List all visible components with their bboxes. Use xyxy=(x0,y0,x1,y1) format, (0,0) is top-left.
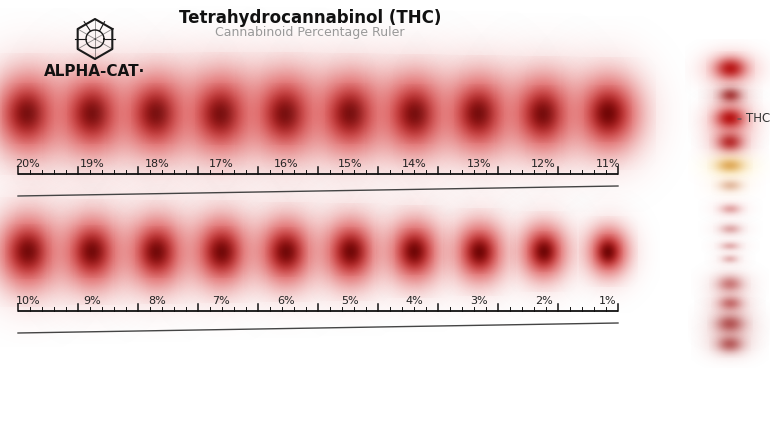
Text: 6%: 6% xyxy=(277,296,295,306)
Text: Cannabinoid Percentage Ruler: Cannabinoid Percentage Ruler xyxy=(216,26,405,39)
Text: 10%: 10% xyxy=(15,296,40,306)
Text: Tetrahydrocannabinol (THC): Tetrahydrocannabinol (THC) xyxy=(179,9,441,27)
Text: 15%: 15% xyxy=(338,159,363,169)
Text: 8%: 8% xyxy=(148,296,166,306)
Text: 5%: 5% xyxy=(341,296,359,306)
Text: THC: THC xyxy=(746,112,770,126)
Text: 14%: 14% xyxy=(402,159,427,169)
Text: 12%: 12% xyxy=(531,159,556,169)
Text: 16%: 16% xyxy=(273,159,298,169)
Text: 20%: 20% xyxy=(15,159,40,169)
Text: ALPHA-CAT·: ALPHA-CAT· xyxy=(45,64,146,79)
Text: 18%: 18% xyxy=(145,159,169,169)
Text: 4%: 4% xyxy=(406,296,424,306)
Text: 11%: 11% xyxy=(596,159,621,169)
Text: 7%: 7% xyxy=(213,296,230,306)
Text: 17%: 17% xyxy=(209,159,234,169)
Text: 9%: 9% xyxy=(84,296,102,306)
Text: 2%: 2% xyxy=(534,296,552,306)
Text: 19%: 19% xyxy=(80,159,105,169)
Text: 13%: 13% xyxy=(467,159,491,169)
Text: 1%: 1% xyxy=(599,296,617,306)
Text: 3%: 3% xyxy=(470,296,488,306)
